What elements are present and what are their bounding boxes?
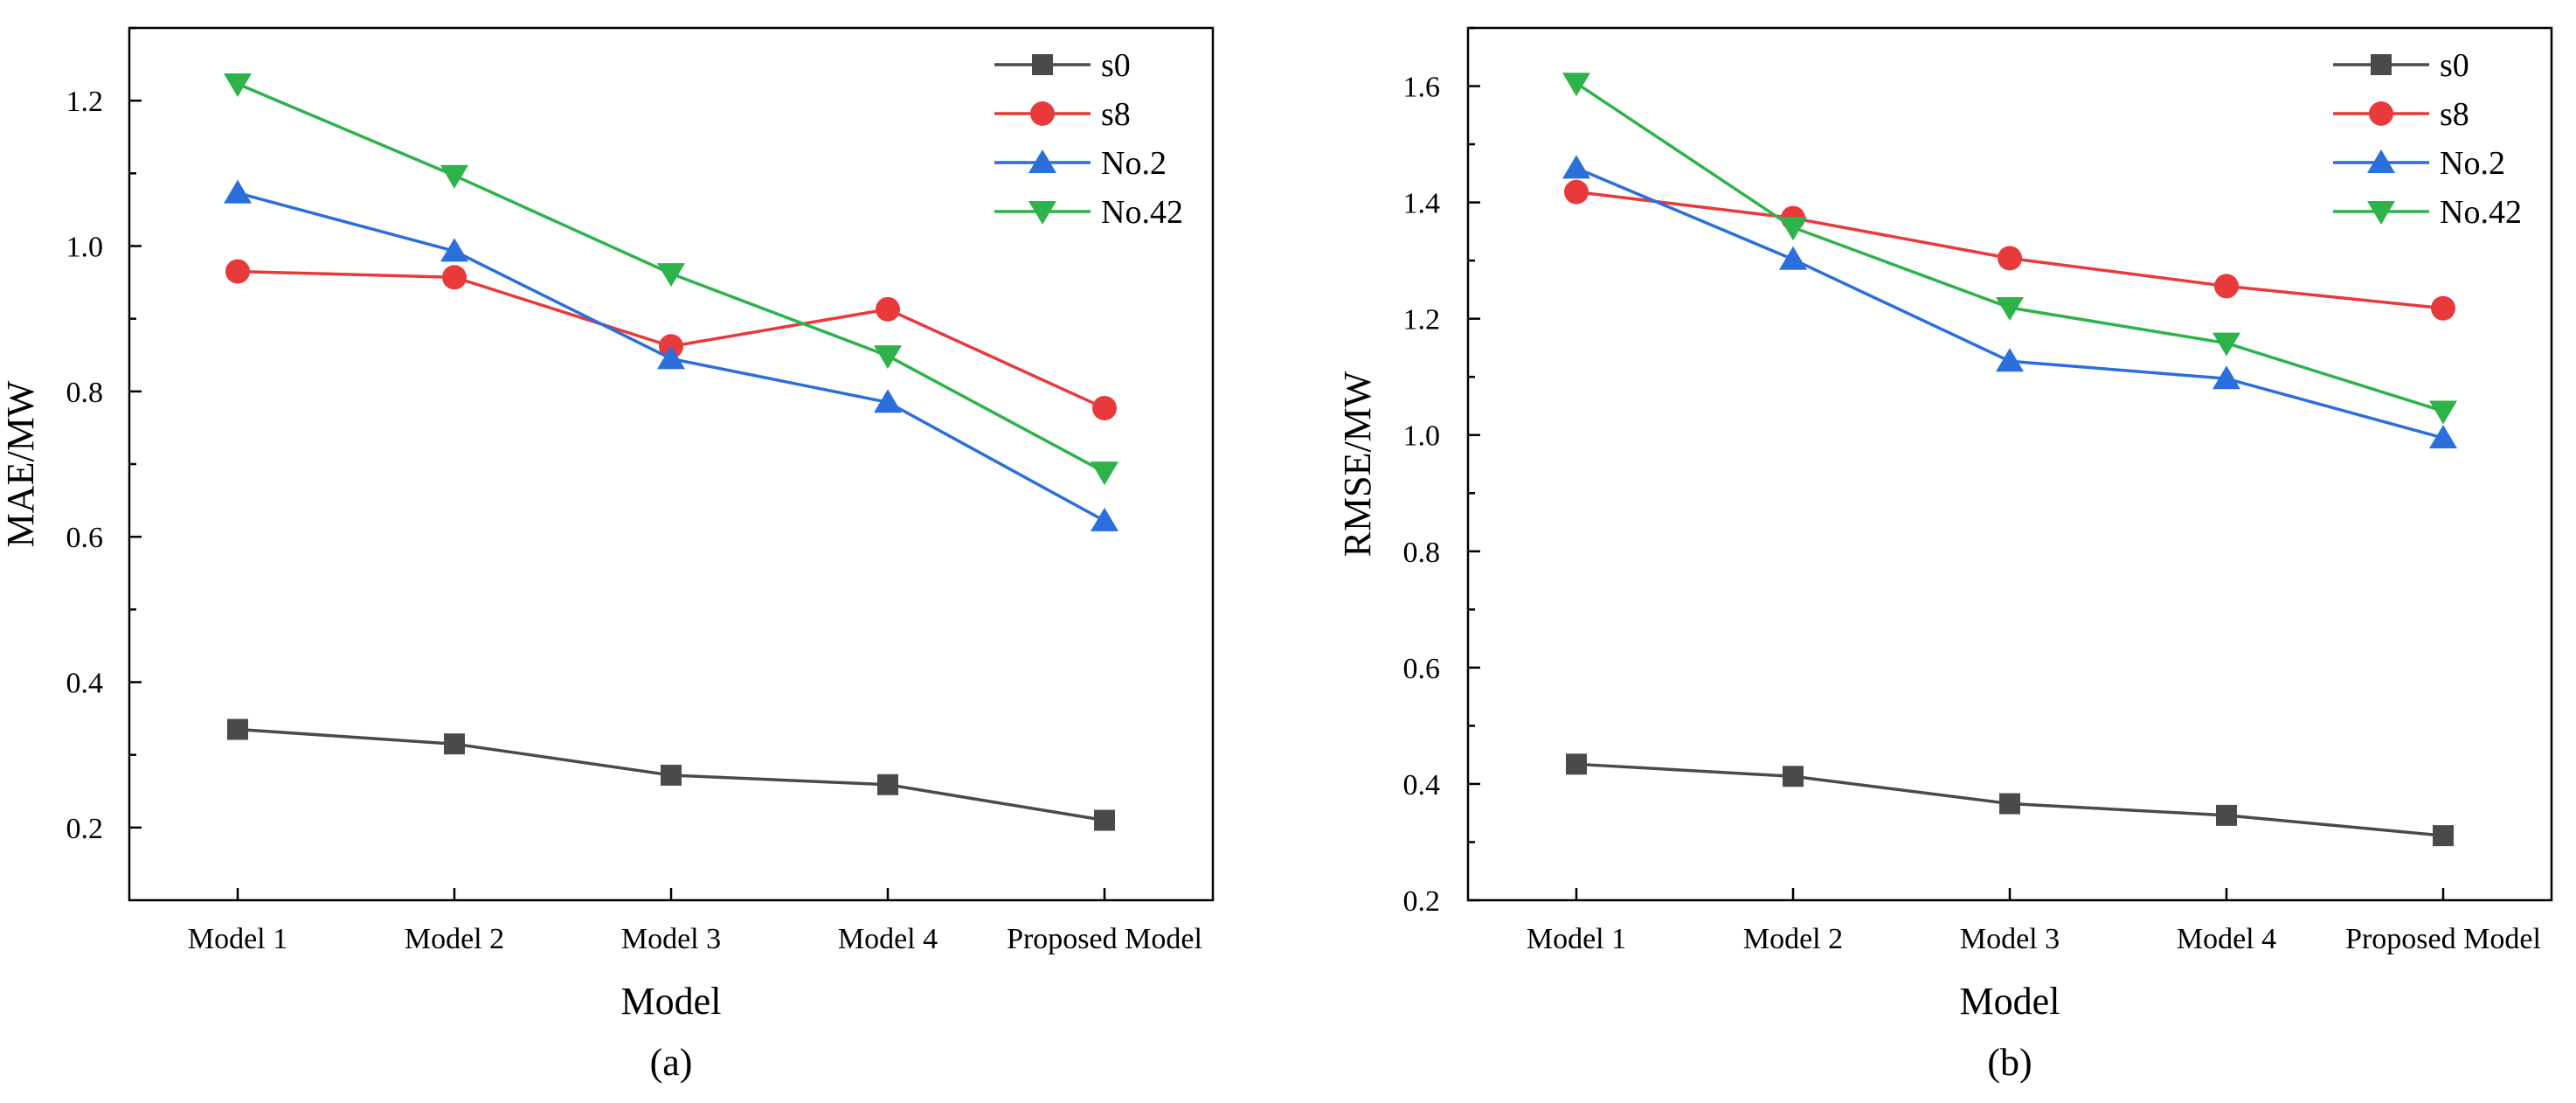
legend-marker xyxy=(1028,149,1056,173)
data-point xyxy=(2433,825,2454,847)
data-point xyxy=(2431,295,2455,321)
y-axis-label: RMSE/MW xyxy=(1336,371,1379,557)
panel-label: (a) xyxy=(650,1041,693,1084)
data-point xyxy=(1562,155,1590,179)
data-point xyxy=(442,265,467,290)
x-tick-label: Proposed Model xyxy=(2345,923,2541,955)
y-tick-label: 0.2 xyxy=(1403,885,1441,918)
series-no42 xyxy=(224,73,1118,486)
x-tick-label: Model 3 xyxy=(1960,923,2060,955)
data-point xyxy=(440,238,468,262)
data-point xyxy=(874,345,902,370)
y-tick-label: 1.6 xyxy=(1403,72,1441,104)
x-axis-label: Model xyxy=(1960,980,2060,1023)
y-axis-label: MAE/MW xyxy=(0,380,42,547)
legend: s0 s8 No.2 No.42 xyxy=(2333,47,2522,231)
data-point xyxy=(1996,297,2024,322)
series-no42 xyxy=(1562,73,2457,425)
legend-marker xyxy=(2367,149,2395,173)
x-tick-label: Model 2 xyxy=(405,923,504,955)
data-point xyxy=(877,773,898,795)
series-s0 xyxy=(1566,753,2454,847)
data-point xyxy=(224,179,252,204)
legend-label: No.2 xyxy=(1101,145,1167,182)
data-point xyxy=(1779,217,1807,241)
data-point xyxy=(1091,507,1118,531)
y-tick-label: 1.4 xyxy=(1403,188,1441,220)
data-point xyxy=(876,296,900,322)
y-tick-label: 0.4 xyxy=(1403,769,1441,801)
y-tick-label: 1.0 xyxy=(1403,420,1441,453)
chart-panel-b: 0.2 0.4 0.6 0.8 1.0 1.2 1.4 1.6 Model 1 Model 2 Mo… xyxy=(1336,26,2553,1084)
series-no2 xyxy=(224,179,1118,531)
x-tick-label: Model 2 xyxy=(1743,923,1843,955)
data-point xyxy=(2212,365,2240,390)
data-point xyxy=(2429,425,2457,449)
data-point xyxy=(1091,461,1118,486)
x-tick-label: Model 1 xyxy=(188,923,287,955)
legend-marker xyxy=(1030,101,1055,126)
data-point xyxy=(2212,332,2240,357)
y-tick-label: 0.8 xyxy=(1403,537,1441,569)
data-point xyxy=(2214,274,2239,299)
y-tick-label: 0.8 xyxy=(66,377,104,409)
data-point xyxy=(657,345,685,370)
y-tick-label: 1.0 xyxy=(66,232,104,264)
data-point xyxy=(661,764,682,786)
y-tick-label: 1.2 xyxy=(66,86,104,118)
legend-marker xyxy=(2369,101,2393,126)
legend-label: No.2 xyxy=(2440,145,2505,182)
y-tick-label: 1.2 xyxy=(1403,304,1441,336)
data-point xyxy=(444,733,465,755)
legend-label: s8 xyxy=(1101,96,1131,133)
chart-panel-a: 0.2 0.4 0.6 0.8 1.0 1.2 Model 1 Model 2 Model 3 M… xyxy=(0,26,1215,1084)
data-point xyxy=(224,73,252,98)
data-point xyxy=(1779,246,1807,270)
legend-marker xyxy=(2371,54,2392,75)
data-point xyxy=(1566,753,1587,775)
x-axis-label: Model xyxy=(621,980,722,1023)
data-point xyxy=(2216,804,2237,826)
x-tick-label: Model 3 xyxy=(621,923,721,955)
legend-marker xyxy=(1032,54,1053,75)
data-point xyxy=(1094,809,1115,831)
data-point xyxy=(440,164,468,189)
legend-marker xyxy=(2367,201,2395,225)
x-tick-label: Model 4 xyxy=(838,923,938,955)
y-tick-label: 0.2 xyxy=(66,813,104,845)
legend-marker xyxy=(1028,201,1056,225)
panel-label: (b) xyxy=(1987,1041,2032,1084)
series-s0 xyxy=(227,718,1115,831)
data-point xyxy=(657,263,685,288)
x-tick-label: Model 4 xyxy=(2177,923,2276,955)
data-point xyxy=(1562,73,1590,97)
y-tick-label: 0.6 xyxy=(1403,653,1441,685)
legend-label: s8 xyxy=(2440,96,2469,133)
data-point xyxy=(1564,179,1589,205)
data-point xyxy=(1998,246,2022,271)
legend-label: s0 xyxy=(2440,47,2469,84)
data-point xyxy=(2429,400,2457,425)
y-tick-label: 0.6 xyxy=(66,522,104,554)
series-s8 xyxy=(1564,179,2455,321)
legend-label: No.42 xyxy=(1101,194,1183,231)
series-no2 xyxy=(1562,155,2457,449)
data-point xyxy=(1996,348,2024,372)
data-point xyxy=(1999,793,2020,815)
data-point xyxy=(1783,766,1804,787)
data-point xyxy=(227,718,248,740)
legend-label: No.42 xyxy=(2440,194,2522,231)
legend: s0 s8 No.2 No.42 xyxy=(994,47,1183,231)
data-point xyxy=(225,259,250,284)
legend-label: s0 xyxy=(1101,47,1131,84)
x-tick-label: Proposed Model xyxy=(1007,923,1202,955)
data-point xyxy=(874,389,902,413)
data-point xyxy=(1092,395,1117,420)
plot-frame xyxy=(1466,26,2553,902)
x-tick-label: Model 1 xyxy=(1527,923,1626,955)
y-tick-label: 0.4 xyxy=(66,668,104,700)
